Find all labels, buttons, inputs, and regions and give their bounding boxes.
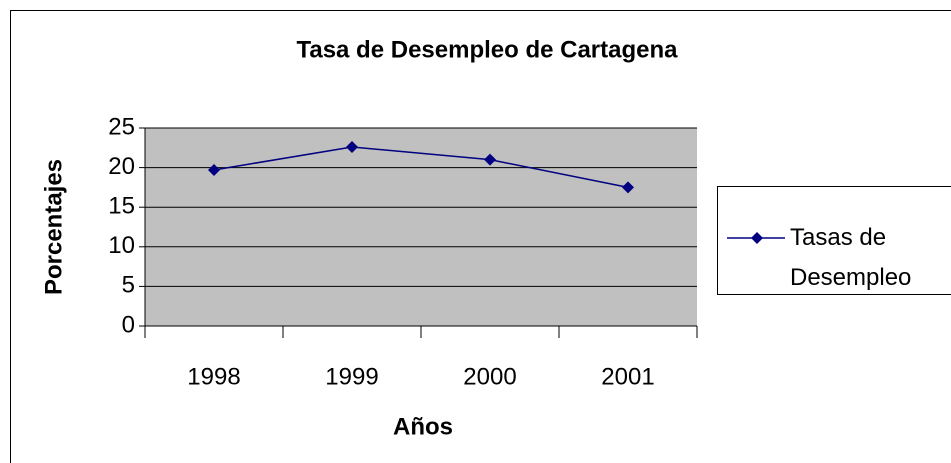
y-tick-label: 0 xyxy=(122,311,135,338)
y-tick-label: 5 xyxy=(122,272,135,299)
y-tick-label: 15 xyxy=(108,193,135,220)
marker xyxy=(208,163,220,176)
x-tick-label: 1998 xyxy=(187,363,240,390)
y-tick-label: 25 xyxy=(108,113,135,140)
marker xyxy=(622,181,634,194)
y-tick-label: 10 xyxy=(108,232,135,259)
data-line xyxy=(213,146,629,189)
legend-label: Tasas de Desempleo xyxy=(790,224,912,291)
x-tick-label: 2000 xyxy=(463,363,516,390)
x-axis-label: Años xyxy=(393,413,453,440)
marker xyxy=(346,141,358,154)
x-tick-label: 1999 xyxy=(325,363,378,390)
plot-area xyxy=(145,128,697,326)
y-axis-label: Porcentajes xyxy=(40,159,67,295)
chart-title: Tasa de Desempleo de Cartagena xyxy=(296,36,678,63)
marker xyxy=(751,232,763,244)
x-tick-label: 2001 xyxy=(601,363,654,390)
y-tick-label: 20 xyxy=(108,153,135,180)
marker xyxy=(484,153,496,166)
